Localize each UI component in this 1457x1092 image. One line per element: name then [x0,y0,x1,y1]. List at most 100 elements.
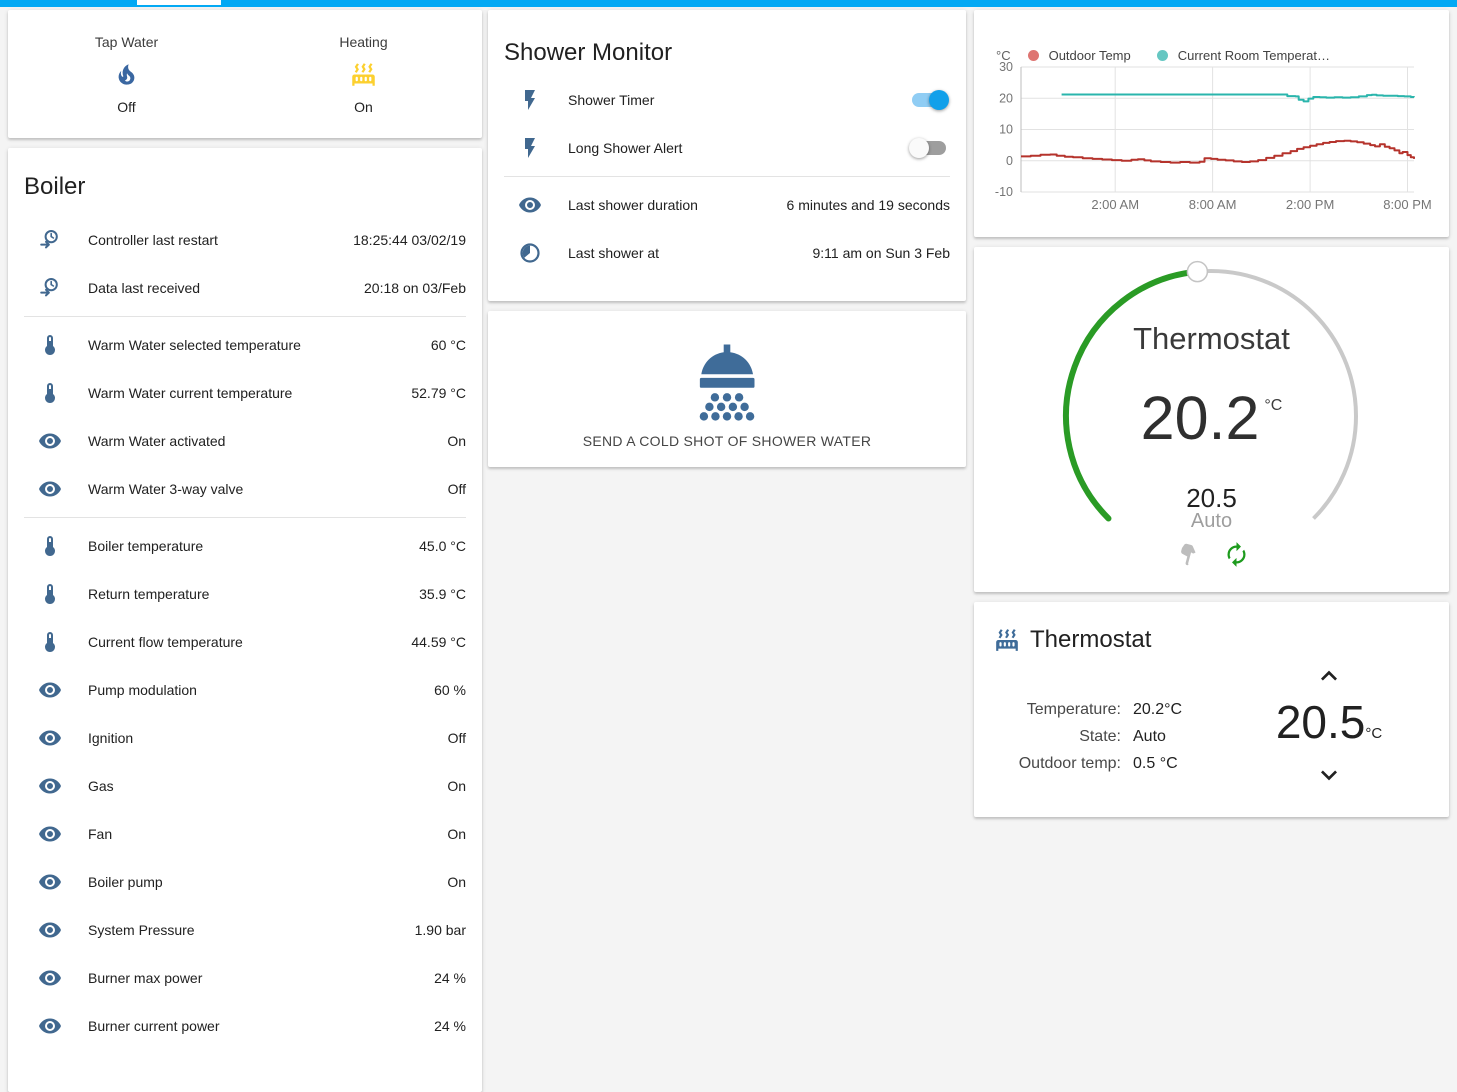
dial-unit: °C [1264,396,1283,414]
thermometer-icon [38,381,62,405]
entity-value: 60 % [434,682,466,698]
radiator-icon [994,627,1020,653]
temperature-up-button[interactable] [1313,660,1345,692]
entity-value: Off [447,481,466,497]
legend-item-room-temp[interactable]: Current Room Temperat… [1156,48,1330,63]
boiler-card: Boiler Controller last restart 18:25:44 … [8,148,482,1092]
entity-label: Shower Timer [568,92,655,108]
entity-row-ww-3way-valve[interactable]: Warm Water 3-way valve Off [8,465,482,513]
entity-value: 35.9 °C [419,586,466,602]
glance-label: Heating [339,33,388,50]
dial-target-temperature: 20.5 [1186,483,1237,513]
attr-label: State: [1079,728,1121,745]
entity-label: Current flow temperature [88,634,243,650]
eye-icon [38,870,62,894]
entity-value: On [447,826,466,842]
attr-value: Auto [1133,728,1166,745]
entity-row-boiler-pump[interactable]: Boiler pump On [8,858,482,906]
glance-item-tap-water[interactable]: Tap Water Off [8,10,245,138]
entity-value: Off [447,730,466,746]
entity-label: Fan [88,826,113,842]
entity-value: On [447,778,466,794]
entity-row-pump-modulation[interactable]: Pump modulation 60 % [8,666,482,714]
hand-icon[interactable] [1173,541,1201,569]
attr-row-temperature: Temperature: 20.2°C [990,696,1230,723]
entity-row-data-last-received[interactable]: Data last received 20:18 on 03/Feb [8,264,482,312]
entity-value: 18:25:44 03/02/19 [353,232,466,248]
entity-value: 1.90 bar [414,922,466,938]
thermostat-info-card: Thermostat Temperature: 20.2°C State: Au… [974,602,1449,817]
target-temperature-stepper: 20.5°C [1244,660,1414,796]
entity-row-system-pressure[interactable]: System Pressure 1.90 bar [8,906,482,954]
eye-icon [38,1014,62,1038]
entity-row-boiler-temperature[interactable]: Boiler temperature 45.0 °C [8,522,482,570]
thermometer-icon [38,333,62,357]
glance-item-heating[interactable]: Heating On [245,10,482,138]
flash-icon [518,88,542,112]
cold-shot-button-card[interactable]: SEND A COLD SHOT OF SHOWER WATER [488,311,966,467]
temperature-history-card: °C Outdoor Temp Current Room Temperat… 3… [974,10,1449,237]
entity-value: 24 % [434,1018,466,1034]
attr-label: Outdoor temp: [1018,755,1121,772]
entity-row-flow-temperature[interactable]: Current flow temperature 44.59 °C [8,618,482,666]
shower-head-icon [683,335,771,423]
legend-label: Outdoor Temp [1048,48,1131,63]
entity-label: Warm Water current temperature [88,385,293,401]
entity-row-controller-last-restart[interactable]: Controller last restart 18:25:44 03/02/1… [8,216,482,264]
eye-icon [38,678,62,702]
entity-row-burner-max-power[interactable]: Burner max power 24 % [8,954,482,1002]
card-title: Boiler [24,173,86,200]
attr-value: 20.2°C [1133,701,1183,718]
eye-icon [38,477,62,501]
entity-label: System Pressure [88,922,195,938]
svg-text:0: 0 [1006,154,1013,168]
entity-row-fan[interactable]: Fan On [8,810,482,858]
chart-legend: °C Outdoor Temp Current Room Temperat… [996,48,1356,63]
flash-icon [518,136,542,160]
entity-value: On [447,433,466,449]
thermostat-attributes: Temperature: 20.2°C State: Auto Outdoor … [990,696,1230,777]
divider [24,517,466,518]
entity-row-ww-selected-temp[interactable]: Warm Water selected temperature 60 °C [8,321,482,369]
svg-text:8:00 PM: 8:00 PM [1383,197,1431,212]
thermostat-dial-slider[interactable] [974,247,1449,592]
thermometer-icon [38,630,62,654]
thermometer-icon [38,534,62,558]
attr-value: 0.5 °C [1133,755,1178,772]
entity-label: Burner max power [88,970,203,986]
entity-row-long-shower-alert[interactable]: Long Shower Alert [488,124,966,172]
entity-row-ww-current-temp[interactable]: Warm Water current temperature 52.79 °C [8,369,482,417]
clock-start-icon [38,276,62,300]
divider [504,176,950,177]
entity-row-last-shower-at[interactable]: Last shower at 9:11 am on Sun 3 Feb [488,229,966,277]
autorenew-icon[interactable] [1223,541,1250,569]
thermometer-icon [38,582,62,606]
temperature-down-button[interactable] [1313,759,1345,791]
entity-row-gas[interactable]: Gas On [8,762,482,810]
legend-item-outdoor-temp[interactable]: Outdoor Temp [1027,48,1131,63]
svg-text:2:00 AM: 2:00 AM [1091,197,1139,212]
entity-row-ww-activated[interactable]: Warm Water activated On [8,417,482,465]
entity-row-burner-current-power[interactable]: Burner current power 24 % [8,1002,482,1050]
toggle-knob [909,138,929,158]
entity-row-shower-timer[interactable]: Shower Timer [488,76,966,124]
glance-label: Tap Water [94,33,159,50]
entity-value: 45.0 °C [419,538,466,554]
app-header-bar [0,0,1457,7]
card-title: Thermostat [1030,626,1152,653]
entity-row-ignition[interactable]: Ignition Off [8,714,482,762]
entity-label: Controller last restart [88,232,218,248]
entity-label: Burner current power [88,1018,220,1034]
radiator-icon [350,61,377,88]
entity-label: Warm Water activated [88,433,226,449]
shower-timer-toggle[interactable] [912,90,949,110]
entity-row-return-temperature[interactable]: Return temperature 35.9 °C [8,570,482,618]
entity-label: Gas [88,778,114,794]
long-shower-alert-toggle[interactable] [909,138,946,158]
legend-dot [1156,50,1168,61]
eye-icon [38,726,62,750]
dial-mode: Auto [1190,510,1233,532]
entity-row-last-shower-duration[interactable]: Last shower duration 6 minutes and 19 se… [488,181,966,229]
eye-icon [518,193,542,217]
entity-label: Warm Water selected temperature [88,337,301,353]
